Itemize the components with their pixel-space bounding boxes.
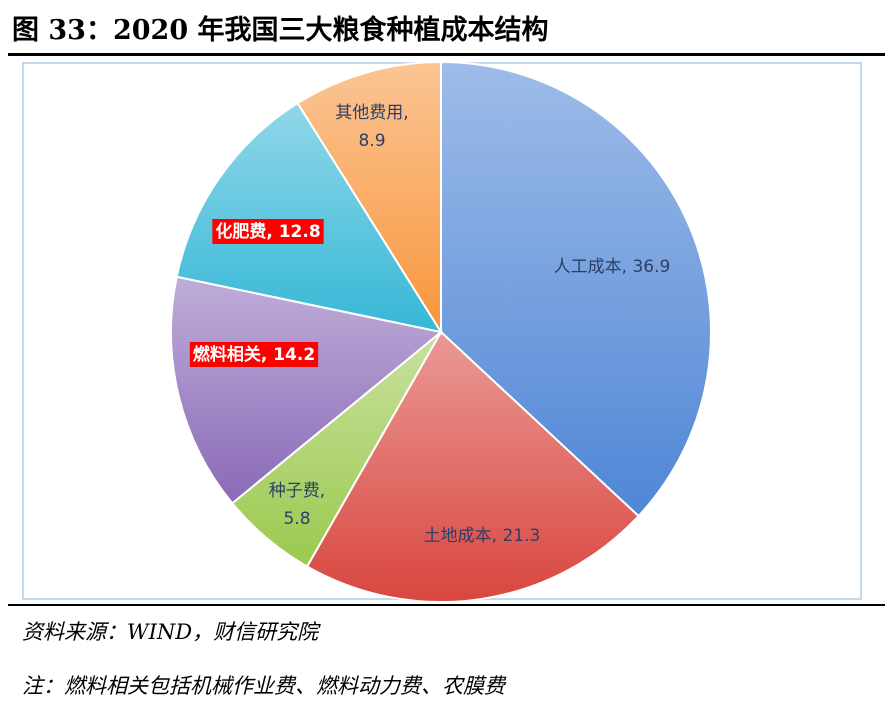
slice-label: 种子费, xyxy=(269,481,325,501)
pie-slice xyxy=(175,101,444,334)
source-note: 资料来源：WIND，财信研究院 xyxy=(22,620,319,644)
slice-label: 燃料相关, 14.2 xyxy=(193,344,315,365)
pie-slice xyxy=(170,275,444,505)
pie-slice xyxy=(440,60,712,518)
slice-value-label: 8.9 xyxy=(358,131,385,151)
pie-slice xyxy=(296,60,442,336)
slice-label: 土地成本, 21.3 xyxy=(424,526,541,546)
slice-label: 化肥费, 12.8 xyxy=(215,221,320,242)
slice-label-highlight xyxy=(212,219,324,244)
slice-value-label: 5.8 xyxy=(283,509,310,529)
pie-labels: 人工成本, 36.9 土地成本, 21.3 种子费, 5.8 燃料相关, 14.2 化肥费… xyxy=(189,103,671,546)
slice-label-highlight xyxy=(189,342,319,367)
figure-title: 图 33：2020 年我国三大粮食种植成本结构 xyxy=(12,15,549,46)
pie-slice xyxy=(305,330,640,603)
slice-label: 其他费用, xyxy=(335,103,408,123)
slice-label: 人工成本, 36.9 xyxy=(554,257,671,277)
footer-rule xyxy=(8,604,885,606)
pie-slices xyxy=(170,60,712,603)
footnote: 注：燃料相关包括机械作业费、燃料动力费、农膜费 xyxy=(22,674,505,698)
title-rule xyxy=(8,53,885,56)
